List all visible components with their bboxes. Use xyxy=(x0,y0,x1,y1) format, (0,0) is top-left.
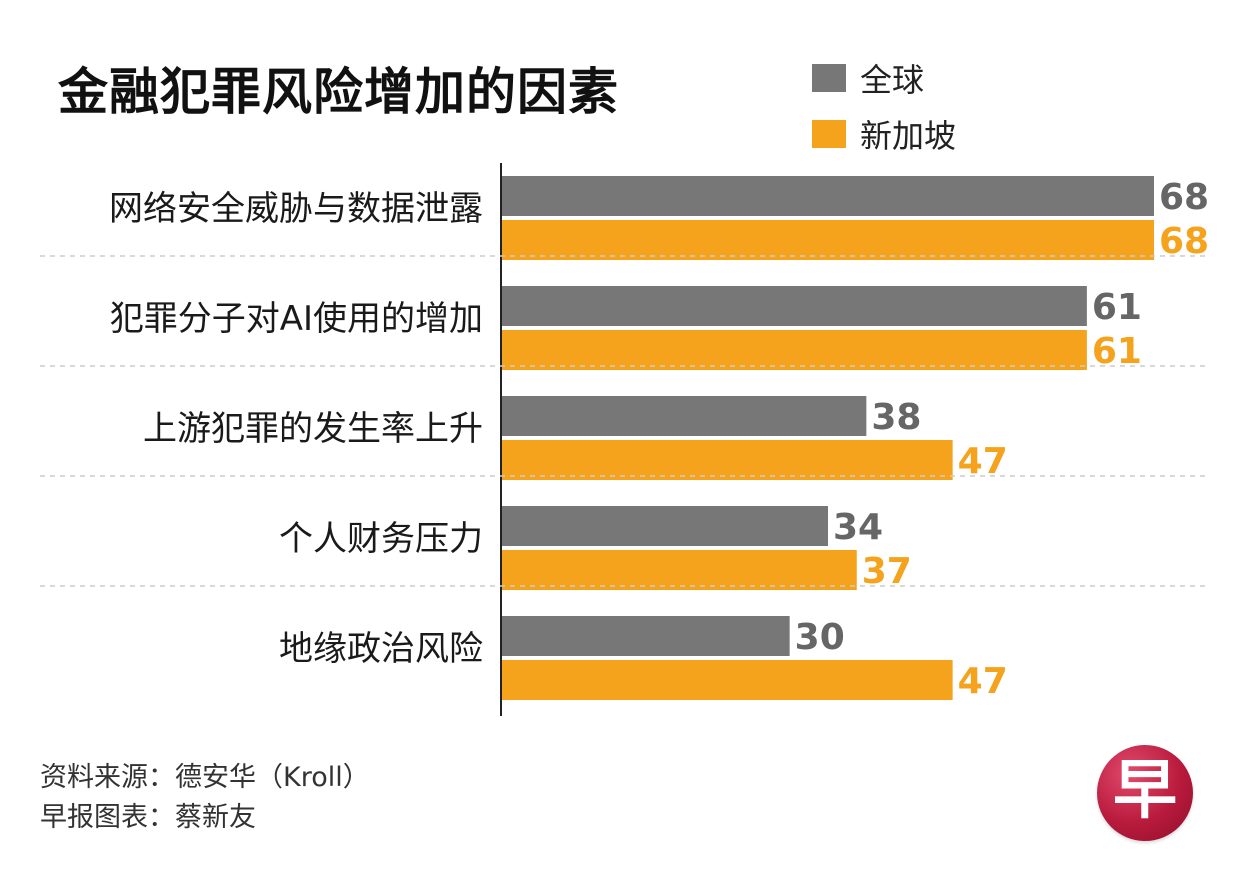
logo-text: 早 xyxy=(1113,754,1177,828)
bar-singapore xyxy=(502,660,953,700)
credit-note: 早报图表：蔡新友 xyxy=(40,802,256,833)
value-label-global: 38 xyxy=(871,397,921,438)
value-label-global: 68 xyxy=(1159,177,1209,218)
value-label-global: 30 xyxy=(795,617,845,658)
category-label: 上游犯罪的发生率上升 xyxy=(143,409,483,449)
footer: 资料来源：德安华（Kroll） 早报图表：蔡新友 xyxy=(40,758,370,838)
legend-swatch-singapore xyxy=(812,120,846,148)
bar-global xyxy=(502,176,1154,216)
bar-singapore xyxy=(502,550,857,590)
legend: 全球 新加坡 xyxy=(812,58,956,170)
legend-item-global: 全球 xyxy=(812,58,956,99)
bar-singapore xyxy=(502,330,1087,370)
value-label-singapore: 61 xyxy=(1092,331,1142,372)
value-label-singapore: 68 xyxy=(1159,221,1209,262)
value-label-singapore: 47 xyxy=(958,661,1008,702)
zaobao-logo: 早 xyxy=(1097,745,1193,841)
category-label: 地缘政治风险 xyxy=(279,629,483,669)
legend-swatch-global xyxy=(812,64,846,92)
bar-singapore xyxy=(502,220,1154,260)
value-label-global: 34 xyxy=(833,507,883,548)
source-note: 资料来源：德安华（Kroll） xyxy=(40,762,370,793)
bar-global xyxy=(502,396,867,436)
bar-singapore xyxy=(502,440,953,480)
category-label: 网络安全威胁与数据泄露 xyxy=(109,189,483,229)
category-label: 犯罪分子对AI使用的增加 xyxy=(110,299,483,339)
category-label: 个人财务压力 xyxy=(279,519,483,559)
chart-title: 金融犯罪风险增加的因素 xyxy=(58,63,619,121)
bar-global xyxy=(502,506,828,546)
value-label-global: 61 xyxy=(1092,287,1142,328)
bar-global xyxy=(502,616,790,656)
legend-label-global: 全球 xyxy=(860,61,925,99)
bar-global xyxy=(502,286,1087,326)
legend-label-singapore: 新加坡 xyxy=(860,117,957,155)
legend-item-singapore: 新加坡 xyxy=(812,114,957,155)
value-label-singapore: 47 xyxy=(958,441,1008,482)
value-label-singapore: 37 xyxy=(862,551,912,592)
